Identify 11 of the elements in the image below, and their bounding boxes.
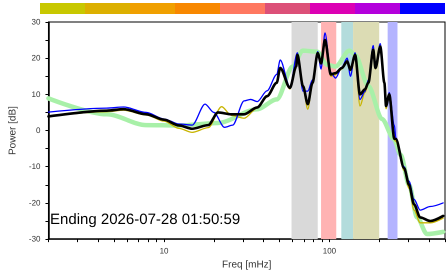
- y-tick-label: -30: [28, 234, 42, 244]
- y-tick-label: -10: [28, 162, 42, 172]
- y-tick-label: 0: [36, 126, 42, 136]
- annotation: Ending 2026-07-28 01:50:59: [50, 211, 240, 228]
- x-tick-label: 100: [322, 246, 337, 256]
- x-axis-title: Freq [mHz]: [222, 260, 272, 270]
- y-axis-title: Power [dB]: [8, 106, 18, 156]
- y-tick-label: 10: [32, 90, 42, 99]
- y-tick-label: 20: [32, 54, 42, 63]
- y-tick-label: 30: [32, 18, 42, 26]
- y-tick-label: -20: [28, 198, 42, 208]
